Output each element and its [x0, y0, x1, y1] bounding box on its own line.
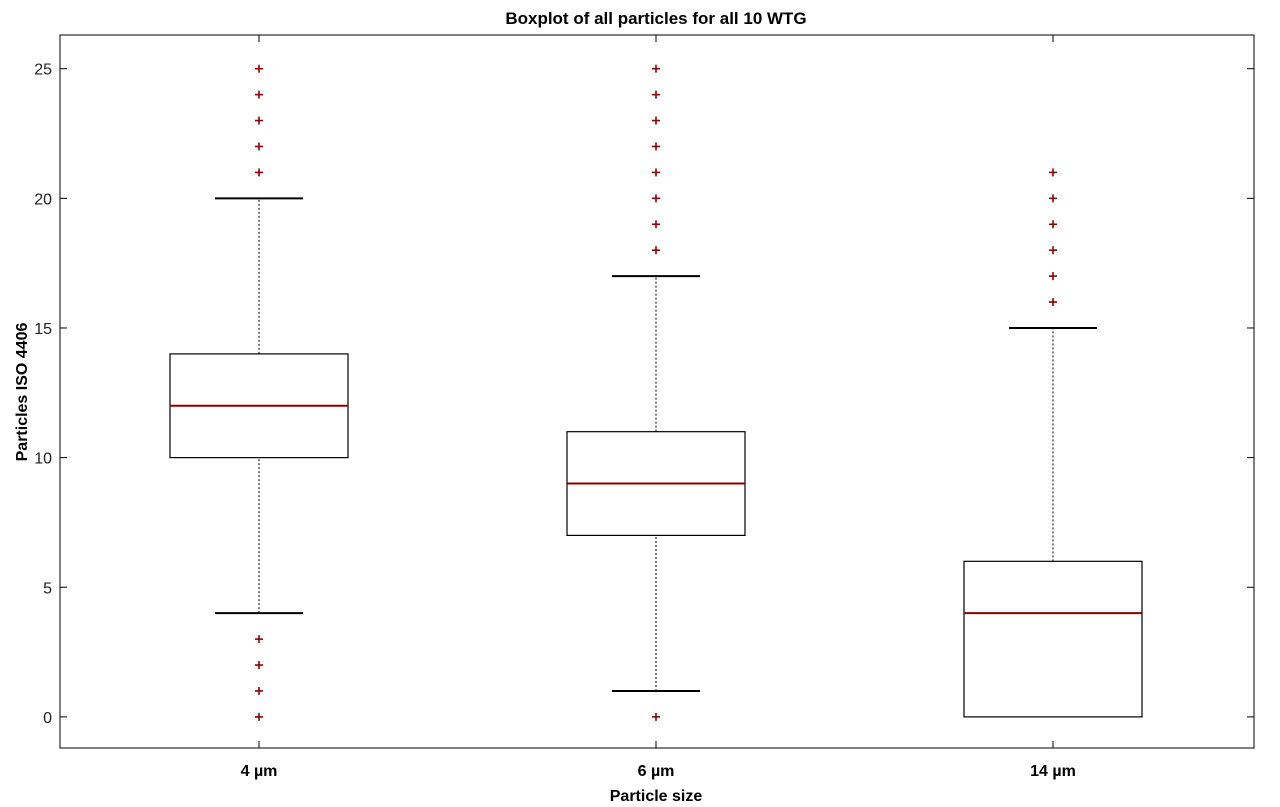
y-tick-label: 5: [43, 580, 52, 597]
x-tick-label: 14 µm: [1030, 763, 1076, 780]
box: [963, 560, 1143, 718]
outlier-marker: [1049, 246, 1057, 255]
y-axis-label: Particles ISO 4406: [14, 323, 31, 462]
outlier-marker: [255, 686, 263, 695]
outlier-marker: [255, 712, 263, 721]
box-group: [169, 64, 349, 721]
outlier-marker: [652, 64, 660, 73]
plot-area: [59, 34, 1255, 749]
outlier-marker: [652, 194, 660, 203]
x-axis-label: Particle size: [610, 788, 703, 805]
outlier-marker: [652, 712, 660, 721]
outlier-marker: [255, 116, 263, 125]
outlier-marker: [255, 635, 263, 644]
outlier-marker: [1049, 220, 1057, 229]
outlier-marker: [652, 246, 660, 255]
outlier-marker: [1049, 272, 1057, 281]
y-tick-label: 15: [34, 321, 52, 338]
y-tick-label: 10: [34, 451, 52, 468]
outlier-marker: [652, 142, 660, 151]
axis-ticks: 0 5 10 15 20 25 4 µm 6 µm 14 µm: [34, 35, 1254, 780]
box-group: [566, 64, 746, 721]
x-tick-label: 6 µm: [638, 763, 675, 780]
outlier-marker: [1049, 168, 1057, 177]
outlier-marker: [652, 220, 660, 229]
outlier-marker: [1049, 194, 1057, 203]
outlier-marker: [652, 90, 660, 99]
x-tick-label: 4 µm: [241, 763, 278, 780]
y-tick-label: 0: [43, 710, 52, 727]
outlier-marker: [255, 661, 263, 670]
y-tick-label: 25: [34, 62, 52, 79]
outlier-marker: [1049, 298, 1057, 307]
outlier-marker: [255, 142, 263, 151]
outlier-marker: [652, 168, 660, 177]
outlier-marker: [255, 64, 263, 73]
chart-title: Boxplot of all particles for all 10 WTG: [505, 9, 806, 28]
outlier-marker: [255, 90, 263, 99]
outlier-marker: [652, 116, 660, 125]
box-group: [963, 168, 1143, 718]
outlier-marker: [255, 168, 263, 177]
boxes: [169, 64, 1143, 721]
y-tick-label: 20: [34, 191, 52, 208]
